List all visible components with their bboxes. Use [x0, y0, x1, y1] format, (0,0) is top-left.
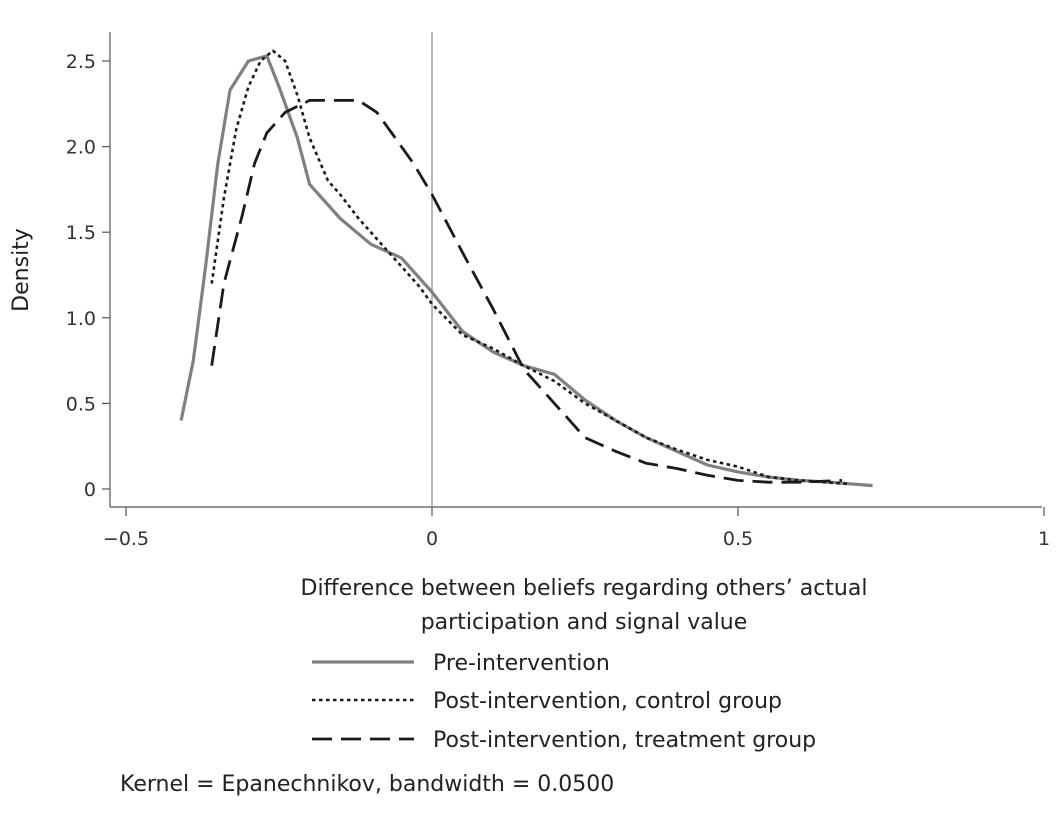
control-group-line [210, 49, 849, 486]
x-tick-label: −0.5 [103, 528, 149, 550]
y-tick-label: 0.5 [66, 393, 96, 415]
y-tick-label: 2.5 [66, 51, 96, 73]
axes: 0 0.5 1.0 1.5 2.0 2.5 −0.5 0 0.5 1 [66, 32, 1050, 550]
y-tick-label: 2.0 [66, 137, 96, 159]
legend: Pre-intervention Post-intervention, contr… [312, 651, 816, 753]
y-tick-label: 1.5 [66, 222, 96, 244]
x-tick-label: 1 [1038, 528, 1050, 550]
legend-item-pre-intervention: Pre-intervention [312, 651, 610, 676]
pre-intervention-line [179, 54, 873, 488]
legend-label: Post-intervention, control group [433, 689, 782, 714]
legend-label: Pre-intervention [433, 651, 610, 676]
y-axis-title: Density [9, 228, 34, 312]
legend-label: Post-intervention, treatment group [433, 728, 816, 753]
x-tick-label: 0 [426, 528, 438, 550]
kernel-annotation: Kernel = Epanechnikov, bandwidth = 0.050… [120, 772, 614, 797]
text-group: Density Difference between beliefs regard… [9, 228, 867, 797]
series-group [179, 49, 873, 488]
treatment-group-line [210, 99, 843, 484]
y-tick-label: 0 [84, 479, 96, 501]
legend-item-control-group: Post-intervention, control group [312, 689, 782, 714]
y-tick-label: 1.0 [66, 308, 96, 330]
x-tick-label: 0.5 [723, 528, 753, 550]
legend-item-treatment-group: Post-intervention, treatment group [312, 728, 816, 753]
x-axis-title: Difference between beliefs regarding oth… [301, 576, 868, 635]
